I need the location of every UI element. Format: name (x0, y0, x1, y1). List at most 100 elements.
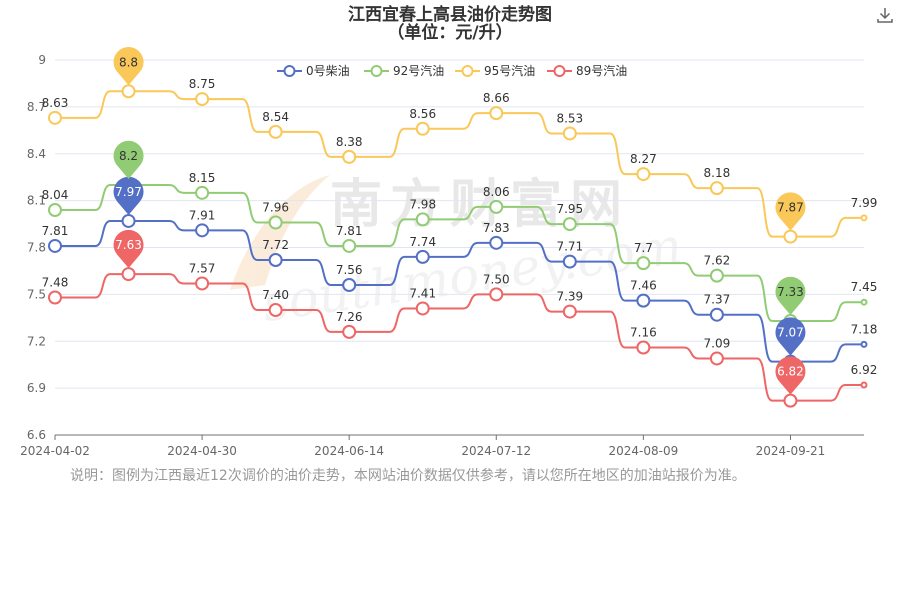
data-label: 8.53 (556, 111, 583, 125)
data-point[interactable] (342, 278, 357, 292)
legend-item[interactable]: 95号汽油 (455, 63, 535, 78)
y-tick-label: 8.4 (27, 147, 46, 161)
data-point[interactable] (489, 287, 504, 302)
pin-shape (775, 356, 806, 395)
data-point[interactable] (562, 217, 577, 232)
data-label: 7.7 (634, 241, 653, 255)
data-label: 7.46 (630, 279, 657, 293)
data-point[interactable] (562, 254, 577, 269)
data-point[interactable] (121, 84, 136, 99)
legend-item[interactable]: 0号柴油 (277, 64, 350, 78)
data-label: 8.27 (630, 152, 657, 166)
data-point[interactable] (860, 340, 868, 348)
data-point[interactable] (860, 381, 868, 389)
data-point[interactable] (709, 307, 724, 322)
data-point[interactable] (268, 303, 283, 317)
y-tick-label: 7.2 (27, 334, 46, 348)
data-label: 7.95 (556, 202, 583, 216)
data-point[interactable] (342, 324, 357, 339)
chart-subtitle: （单位：元/升） (387, 22, 512, 43)
series-0: 7.81 7.91 7.72 7.56 7.74 7.83 7.71 7.46 7.37 7.18 (42, 208, 878, 369)
pin-label: 6.82 (777, 365, 804, 379)
data-label: 8.54 (262, 110, 289, 124)
pin-label: 8.8 (119, 55, 138, 69)
data-point[interactable] (562, 126, 577, 141)
series-line (55, 219, 864, 363)
data-point[interactable] (709, 181, 724, 196)
data-point[interactable] (562, 304, 577, 319)
legend-item[interactable]: 92号汽油 (364, 63, 444, 78)
data-point[interactable] (195, 92, 210, 107)
pin-shape (113, 229, 144, 269)
pin-shape (775, 192, 806, 231)
data-point[interactable] (415, 121, 430, 136)
data-point[interactable] (121, 213, 136, 228)
data-point[interactable] (195, 276, 210, 291)
data-point[interactable] (268, 215, 283, 230)
pin-marker: 7.97 (113, 176, 144, 215)
data-point[interactable] (342, 238, 357, 253)
data-point[interactable] (48, 290, 62, 305)
legend-marker (370, 65, 383, 77)
data-point[interactable] (489, 199, 504, 214)
pin-label: 7.07 (777, 326, 804, 340)
data-label: 8.66 (483, 91, 510, 105)
data-point[interactable] (489, 235, 504, 250)
data-point[interactable] (415, 301, 430, 316)
data-point[interactable] (48, 238, 62, 253)
series-2: 8.63 8.75 8.54 8.38 8.56 8.66 8.53 8.27 8.18 7.99 (42, 77, 878, 244)
pin-marker: 7.63 (113, 229, 144, 269)
y-tick-label: 6.6 (27, 428, 46, 442)
data-label: 7.81 (336, 224, 363, 238)
data-point[interactable] (195, 185, 210, 200)
legend-marker (283, 65, 296, 77)
data-point[interactable] (783, 229, 798, 244)
watermark-cn: 南方财富网 (330, 175, 630, 235)
data-label: 7.45 (851, 280, 878, 294)
data-point[interactable] (195, 223, 210, 238)
data-label: 7.41 (409, 286, 436, 300)
data-label: 7.99 (851, 196, 878, 210)
data-label: 8.15 (189, 171, 216, 185)
data-point[interactable] (709, 268, 724, 283)
data-point[interactable] (860, 214, 868, 222)
x-tick-label: 2024-08-09 (608, 444, 678, 458)
data-point[interactable] (48, 110, 62, 125)
data-label: 7.98 (409, 197, 436, 211)
data-point[interactable] (709, 351, 724, 366)
data-label: 7.56 (336, 263, 363, 277)
data-point[interactable] (636, 293, 651, 308)
y-tick-label: 8.1 (27, 194, 46, 208)
data-point[interactable] (489, 106, 504, 121)
legend-label: 0号柴油 (306, 64, 350, 78)
data-label: 7.18 (851, 322, 878, 336)
y-tick-label: 9 (38, 53, 46, 67)
pin-label: 7.33 (777, 285, 804, 299)
legend-label: 89号汽油 (576, 63, 627, 78)
data-point[interactable] (415, 212, 430, 227)
data-label: 8.06 (483, 185, 510, 199)
pin-marker: 7.07 (775, 317, 806, 356)
data-point[interactable] (860, 298, 868, 306)
data-point[interactable] (121, 267, 136, 282)
data-point[interactable] (783, 393, 798, 408)
data-label: 8.63 (42, 96, 69, 110)
data-point[interactable] (636, 167, 651, 182)
download-icon[interactable] (875, 5, 895, 25)
data-point[interactable] (636, 340, 651, 355)
data-point[interactable] (636, 256, 651, 271)
data-point[interactable] (268, 124, 283, 139)
series-line (55, 273, 864, 402)
data-label: 7.50 (483, 272, 510, 286)
legend-label: 92号汽油 (393, 63, 444, 78)
data-label: 7.71 (556, 240, 583, 254)
legend-item[interactable]: 89号汽油 (547, 63, 627, 78)
data-label: 7.72 (262, 238, 289, 252)
data-point[interactable] (415, 249, 430, 264)
data-point[interactable] (268, 253, 283, 267)
y-tick-label: 7.5 (27, 287, 46, 301)
data-point[interactable] (48, 203, 62, 217)
data-point[interactable] (342, 149, 357, 164)
pin-shape (775, 317, 806, 356)
data-label: 8.38 (336, 135, 363, 149)
